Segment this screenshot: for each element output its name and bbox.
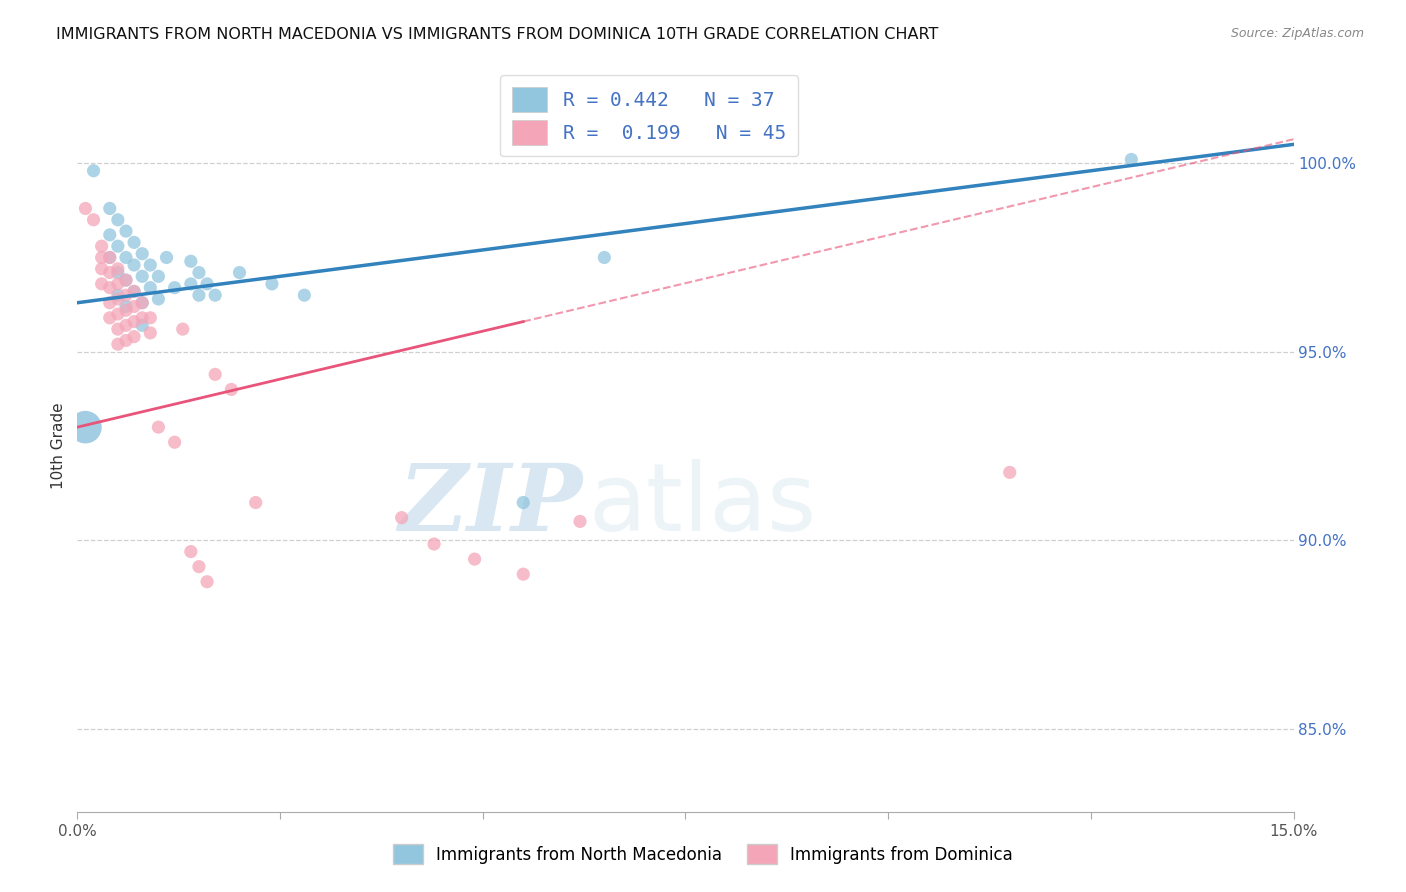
Point	[98, 251, 121, 265]
Point	[122, 285, 145, 299]
Point	[107, 292, 129, 306]
Point	[107, 288, 129, 302]
Point	[163, 280, 186, 294]
Text: ZIP: ZIP	[398, 459, 582, 549]
Point	[115, 273, 138, 287]
Point	[115, 318, 138, 333]
Point	[512, 495, 534, 509]
Point	[131, 295, 153, 310]
Point	[163, 435, 186, 450]
Point	[90, 239, 112, 253]
Point	[131, 295, 153, 310]
Point	[115, 288, 138, 302]
Point	[122, 285, 145, 299]
Point	[195, 574, 218, 589]
Point	[115, 303, 138, 318]
Point	[204, 288, 226, 302]
Point	[107, 322, 129, 336]
Point	[512, 567, 534, 582]
Point	[188, 559, 211, 574]
Point	[98, 251, 121, 265]
Point	[98, 266, 121, 280]
Point	[423, 537, 446, 551]
Y-axis label: 10th Grade: 10th Grade	[51, 402, 66, 490]
Point	[107, 212, 129, 227]
Point	[188, 266, 211, 280]
Point	[107, 337, 129, 351]
Point	[180, 544, 202, 558]
Point	[569, 515, 592, 529]
Point	[107, 261, 129, 276]
Point	[107, 277, 129, 291]
Point	[90, 251, 112, 265]
Point	[464, 552, 486, 566]
Point	[90, 277, 112, 291]
Point	[115, 300, 138, 314]
Point	[115, 251, 138, 265]
Point	[131, 310, 153, 325]
Point	[75, 420, 97, 434]
Point	[148, 269, 170, 284]
Text: IMMIGRANTS FROM NORTH MACEDONIA VS IMMIGRANTS FROM DOMINICA 10TH GRADE CORRELATI: IMMIGRANTS FROM NORTH MACEDONIA VS IMMIG…	[56, 27, 939, 42]
Point	[98, 310, 121, 325]
Point	[148, 420, 170, 434]
Legend: R = 0.442   N = 37, R =  0.199   N = 45: R = 0.442 N = 37, R = 0.199 N = 45	[501, 75, 797, 156]
Point	[98, 202, 121, 216]
Point	[122, 235, 145, 250]
Point	[83, 163, 105, 178]
Point	[1121, 153, 1143, 167]
Point	[122, 300, 145, 314]
Point	[593, 251, 616, 265]
Point	[188, 288, 211, 302]
Point	[98, 295, 121, 310]
Point	[172, 322, 194, 336]
Point	[195, 277, 218, 291]
Point	[221, 383, 243, 397]
Point	[115, 273, 138, 287]
Point	[139, 310, 162, 325]
Point	[131, 246, 153, 260]
Point	[115, 334, 138, 348]
Point	[155, 251, 177, 265]
Point	[998, 466, 1021, 480]
Point	[180, 254, 202, 268]
Point	[107, 266, 129, 280]
Legend: Immigrants from North Macedonia, Immigrants from Dominica: Immigrants from North Macedonia, Immigra…	[387, 838, 1019, 871]
Point	[75, 202, 97, 216]
Point	[122, 315, 145, 329]
Point	[292, 288, 315, 302]
Point	[139, 280, 162, 294]
Text: Source: ZipAtlas.com: Source: ZipAtlas.com	[1230, 27, 1364, 40]
Point	[139, 258, 162, 272]
Point	[107, 307, 129, 321]
Point	[131, 269, 153, 284]
Point	[122, 329, 145, 343]
Point	[83, 212, 105, 227]
Point	[180, 277, 202, 291]
Point	[131, 318, 153, 333]
Point	[139, 326, 162, 340]
Point	[245, 495, 267, 509]
Point	[98, 280, 121, 294]
Point	[107, 239, 129, 253]
Point	[148, 292, 170, 306]
Point	[115, 224, 138, 238]
Point	[122, 258, 145, 272]
Point	[228, 266, 250, 280]
Point	[260, 277, 283, 291]
Point	[204, 368, 226, 382]
Point	[90, 261, 112, 276]
Point	[391, 510, 413, 524]
Text: atlas: atlas	[588, 458, 817, 550]
Point	[98, 227, 121, 242]
